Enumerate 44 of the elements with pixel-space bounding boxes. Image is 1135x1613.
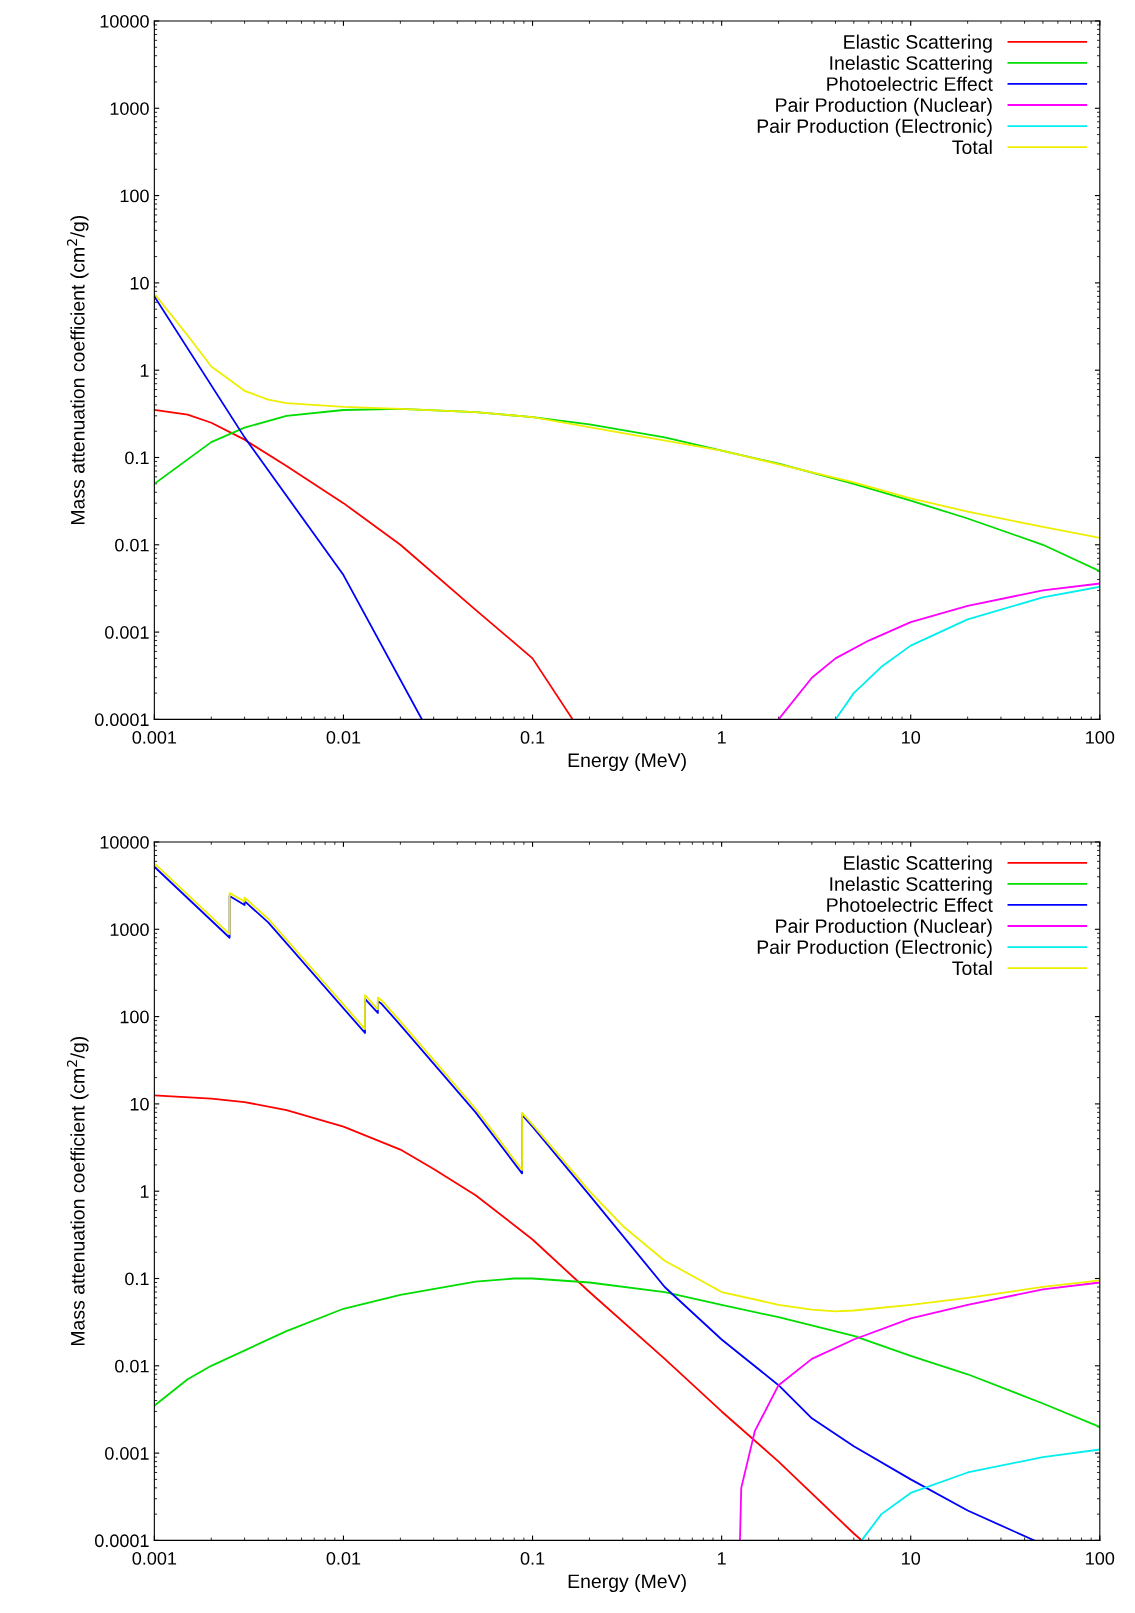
x-tick-label: 1 — [717, 731, 726, 744]
y-tick-label: 100 — [120, 1010, 149, 1024]
y-axis-title: Mass attenuation coefficient (cm$^{2}$/g) — [66, 215, 89, 525]
y-tick-label: 10000 — [100, 14, 149, 28]
legend-label: Pair Production (Electronic) — [757, 939, 992, 958]
x-tick-label: 10 — [902, 1552, 921, 1565]
y-tick-label: 0.0001 — [94, 1534, 149, 1548]
y-tick-label: 0.1 — [125, 1272, 149, 1286]
x-tick-label: 1 — [717, 1552, 726, 1565]
x-tick-label: 0.1 — [520, 730, 545, 744]
legend-label: Total — [952, 139, 992, 155]
y-tick-label: 1000 — [110, 102, 149, 115]
y-tick-label: 10 — [130, 276, 149, 290]
y-tick-label: 1 — [140, 1185, 149, 1198]
y-tick-label: 10000 — [100, 835, 149, 849]
x-tick-label: 0.01 — [326, 1552, 361, 1565]
x-tick-label: 10 — [902, 730, 921, 744]
y-tick-label: 1000 — [110, 923, 149, 937]
x-tick-label: 0.01 — [326, 730, 361, 744]
legend-label: Photoelectric Effect — [827, 76, 993, 91]
x-tick-label: 100 — [1086, 1552, 1115, 1565]
legend-label: Pair Production (Electronic) — [757, 118, 992, 137]
y-tick-label: 0.001 — [105, 1447, 149, 1460]
y-tick-label: 0.001 — [105, 626, 149, 639]
y-tick-label: 10 — [130, 1097, 149, 1111]
x-tick-label: 100 — [1086, 730, 1115, 744]
y-tick-label: 0.0001 — [94, 713, 149, 727]
y-axis-title: Mass attenuation coefficient (cm$^{2}$/g) — [66, 1036, 89, 1346]
y-tick-label: 0.01 — [115, 538, 149, 552]
legend-label: Inelastic Scattering — [830, 55, 992, 74]
legend-label: Total — [952, 960, 992, 976]
x-axis-title: Energy (MeV) — [568, 1573, 686, 1593]
legend-label: Pair Production (Nuclear) — [776, 918, 992, 937]
y-tick-label: 0.1 — [125, 451, 149, 465]
legend-label: Elastic Scattering — [844, 855, 992, 874]
y-tick-label: 100 — [120, 189, 149, 203]
y-tick-label: 1 — [140, 364, 149, 377]
legend-label: Inelastic Scattering — [830, 876, 992, 895]
x-axis-title: Energy (MeV) — [568, 752, 686, 772]
x-tick-label: 0.1 — [520, 1552, 545, 1565]
legend-label: Pair Production (Nuclear) — [776, 97, 992, 116]
y-tick-label: 0.01 — [115, 1359, 149, 1373]
legend-label: Elastic Scattering — [844, 34, 992, 53]
legend-label: Photoelectric Effect — [827, 897, 993, 912]
